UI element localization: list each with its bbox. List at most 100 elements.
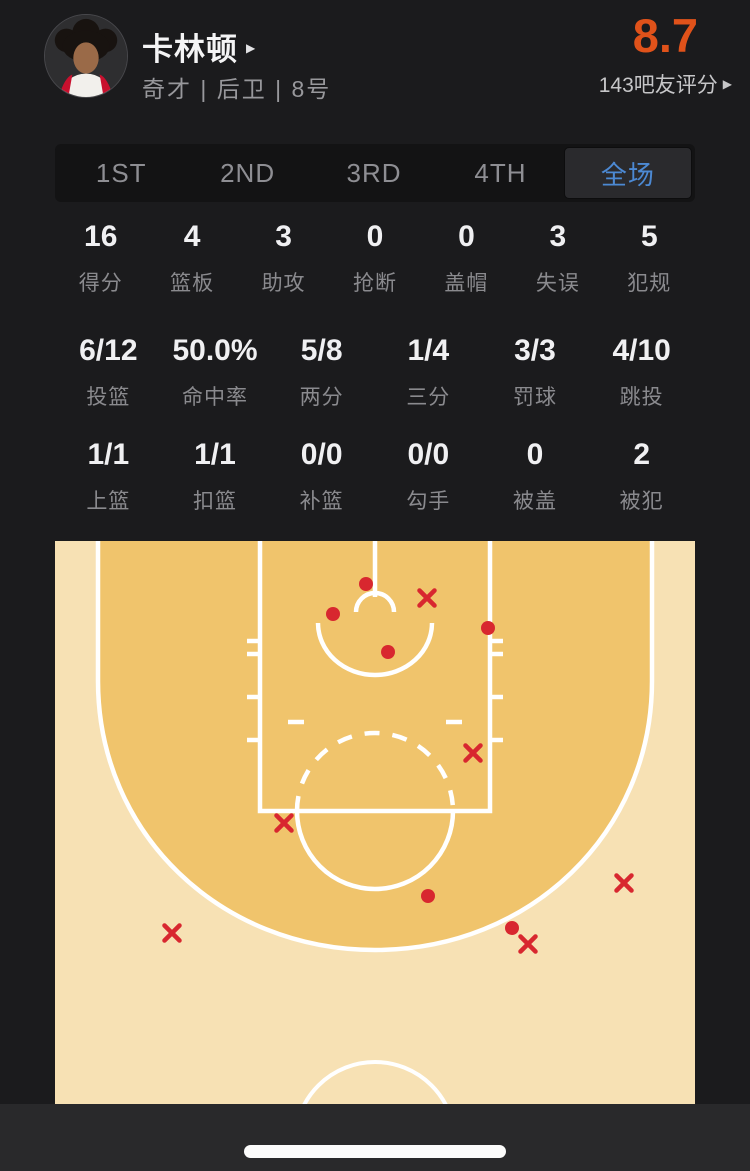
player-avatar[interactable] [44,14,128,98]
stat-points: 16 得分 [55,222,146,297]
stat-value: 1/1 [87,438,130,471]
stat-value: 5/8 [300,334,343,367]
player-name-arrow-icon[interactable]: ▶ [246,41,256,55]
stat-value: 3 [549,220,567,253]
stat-label: 助攻 [261,272,306,295]
home-indicator[interactable] [244,1145,506,1158]
free-throw-circle-solid [294,810,456,892]
stat-label: 盖帽 [444,272,489,295]
paint-key-rect [257,541,493,814]
stat-label: 命中率 [181,386,248,409]
stat-value: 3/3 [514,334,556,367]
stat-jumpshots: 4/10 跳投 [588,336,695,411]
rating-block[interactable]: 8.7 143吧友评分 ▶ [599,10,732,99]
rating-caption: 143吧友评分 [598,73,718,97]
stat-value: 16 [84,220,118,253]
stat-label: 上篮 [86,490,131,513]
restricted-area-arc [315,622,435,678]
player-team-position: 奇才 | 后卫 | 8号 [142,76,332,102]
tab-4th[interactable]: 4TH [474,157,527,188]
stat-assists: 3 助攻 [238,222,329,297]
stat-value: 0 [526,438,544,471]
missed-shot-marker [162,923,182,943]
stat-label: 篮板 [170,272,215,295]
stat-label: 投篮 [86,386,131,409]
stat-label: 被盖 [512,490,557,513]
stat-value: 0 [458,220,475,253]
stat-label: 三分 [406,386,451,409]
tab-full-game[interactable]: 全场 [563,147,693,199]
stat-value: 2 [633,438,650,471]
half-court-circle [302,1060,448,1104]
lane-hash-marks-left [247,638,260,743]
made-shot-marker [326,607,340,621]
stat-label: 抢断 [352,272,397,295]
stat-rebounds: 4 篮板 [146,222,237,297]
stat-label: 两分 [299,386,344,409]
stat-hooks: 0/0 勾手 [375,440,482,515]
stat-label: 跳投 [619,386,664,409]
missed-shot-marker [274,813,294,833]
stat-value: 0/0 [407,438,450,471]
stat-label: 罚球 [512,386,557,409]
stat-ft: 3/3 罚球 [482,336,589,411]
lane-hash-marks-right [490,638,503,743]
tab-1st[interactable]: 1ST [95,157,147,188]
stat-got-blocked: 0 被盖 [482,440,589,515]
stat-label: 补篮 [299,490,344,513]
made-shot-marker [421,889,435,903]
tab-3rd[interactable]: 3RD [346,157,402,188]
missed-shot-marker [417,588,437,608]
quarter-tabs: 1ST 2ND 3RD 4TH 全场 [55,144,695,202]
stat-fouls: 5 犯规 [604,222,695,297]
stat-row-shooting: 6/12 投篮 50.0% 命中率 5/8 两分 1/4 三分 3/3 罚球 4… [55,336,695,411]
stat-row-basic: 16 得分 4 篮板 3 助攻 0 抢断 0 盖帽 3 失误 5 犯规 [55,222,695,297]
stat-label: 得分 [78,272,123,295]
stat-value: 1/4 [407,334,450,367]
player-avatar-illustration [45,15,127,97]
stat-value: 5 [640,220,658,253]
player-name[interactable]: 卡林顿 [142,32,238,67]
stat-value: 3 [275,220,292,253]
made-shot-marker [381,645,395,659]
stat-layups: 1/1 上篮 [55,440,162,515]
rating-caption-arrow-icon: ▶ [722,76,732,91]
three-point-inner-area [98,541,652,950]
stat-label: 失误 [535,272,580,295]
stat-value: 1/1 [194,438,236,471]
stat-fouled-on: 2 被犯 [588,440,695,515]
stat-value: 6/12 [79,334,138,367]
made-shot-marker [481,621,495,635]
stat-value: 0/0 [300,438,343,471]
stat-putbacks: 0/0 补篮 [268,440,375,515]
stat-dunks: 1/1 扣篮 [162,440,269,515]
three-point-line [95,541,655,953]
missed-shot-marker [463,743,483,763]
stat-row-shot-types: 1/1 上篮 1/1 扣篮 0/0 补篮 0/0 勾手 0 被盖 2 被犯 [55,440,695,515]
stat-3pt: 1/4 三分 [375,336,482,411]
stat-value: 0 [366,220,384,253]
stat-value: 50.0% [172,334,258,367]
bottom-bar [0,1104,750,1171]
free-throw-circle-dashed [294,730,456,812]
stat-turnovers: 3 失误 [512,222,603,297]
stat-blocks: 0 盖帽 [421,222,512,297]
stat-2pt: 5/8 两分 [268,336,375,411]
stat-steals: 0 抢断 [329,222,420,297]
shot-chart-court[interactable] [55,541,695,1104]
missed-shot-marker [518,934,538,954]
rating-value: 8.7 [632,9,699,62]
made-shot-marker [359,577,373,591]
rim-arc [353,590,397,613]
tab-2nd[interactable]: 2ND [220,157,276,188]
court-svg [55,541,695,1104]
stat-fg-pct: 50.0% 命中率 [162,336,269,411]
stat-label: 犯规 [627,272,672,295]
missed-shot-marker [614,873,634,893]
made-shot-marker [505,921,519,935]
shot-marks-layer [162,577,634,954]
stat-label: 扣篮 [192,490,237,513]
stat-value: 4/10 [612,334,671,367]
stat-fg: 6/12 投篮 [55,336,162,411]
